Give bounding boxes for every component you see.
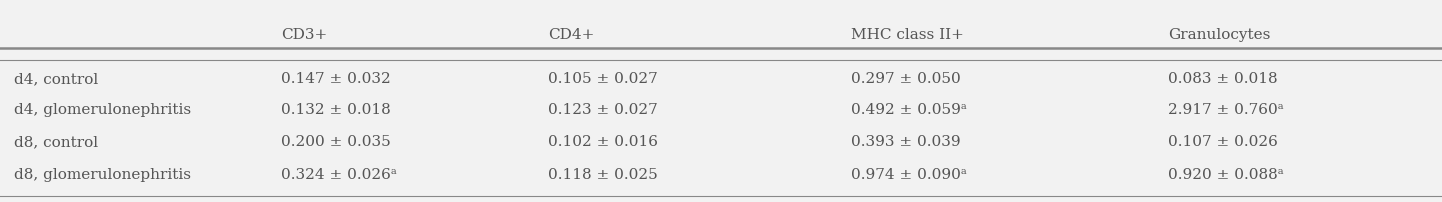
Text: 2.917 ± 0.760ᵃ: 2.917 ± 0.760ᵃ <box>1168 102 1283 116</box>
Text: 0.492 ± 0.059ᵃ: 0.492 ± 0.059ᵃ <box>851 102 966 116</box>
Text: MHC class II+: MHC class II+ <box>851 27 963 41</box>
Text: d4, control: d4, control <box>14 72 98 86</box>
Text: CD3+: CD3+ <box>281 27 327 41</box>
Text: 0.107 ± 0.026: 0.107 ± 0.026 <box>1168 135 1278 148</box>
Text: 0.920 ± 0.088ᵃ: 0.920 ± 0.088ᵃ <box>1168 167 1283 181</box>
Text: d8, control: d8, control <box>14 135 98 148</box>
Text: Granulocytes: Granulocytes <box>1168 27 1270 41</box>
Text: 0.974 ± 0.090ᵃ: 0.974 ± 0.090ᵃ <box>851 167 966 181</box>
Text: 0.118 ± 0.025: 0.118 ± 0.025 <box>548 167 658 181</box>
Text: d4, glomerulonephritis: d4, glomerulonephritis <box>14 102 192 116</box>
Text: 0.324 ± 0.026ᵃ: 0.324 ± 0.026ᵃ <box>281 167 397 181</box>
Text: d8, glomerulonephritis: d8, glomerulonephritis <box>14 167 192 181</box>
Text: 0.102 ± 0.016: 0.102 ± 0.016 <box>548 135 658 148</box>
Text: 0.083 ± 0.018: 0.083 ± 0.018 <box>1168 72 1278 86</box>
Text: 0.147 ± 0.032: 0.147 ± 0.032 <box>281 72 391 86</box>
Text: CD4+: CD4+ <box>548 27 594 41</box>
Text: 0.123 ± 0.027: 0.123 ± 0.027 <box>548 102 658 116</box>
Text: 0.393 ± 0.039: 0.393 ± 0.039 <box>851 135 960 148</box>
Text: 0.105 ± 0.027: 0.105 ± 0.027 <box>548 72 658 86</box>
Text: 0.132 ± 0.018: 0.132 ± 0.018 <box>281 102 391 116</box>
Text: 0.297 ± 0.050: 0.297 ± 0.050 <box>851 72 960 86</box>
Text: 0.200 ± 0.035: 0.200 ± 0.035 <box>281 135 391 148</box>
